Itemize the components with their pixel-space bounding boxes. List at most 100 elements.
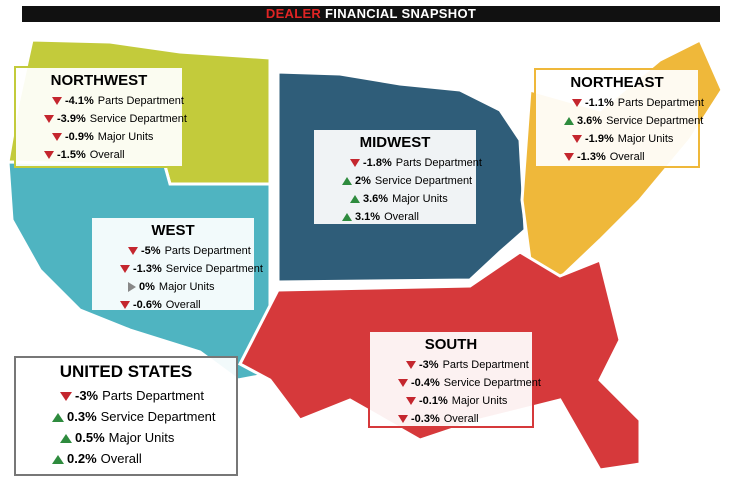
metric-label: Major Units	[392, 193, 448, 205]
change-value: 0.5%	[75, 430, 105, 445]
metric-label: Service Department	[89, 113, 187, 125]
metric-row: -3% Parts Department	[22, 385, 230, 406]
trend-arrow	[406, 361, 416, 370]
trend-arrow	[572, 135, 582, 144]
metric-row: -1.8% Parts Department	[320, 154, 482, 172]
metric-row: -1.9% Major Units	[542, 130, 692, 148]
metric-label: Parts Department	[102, 388, 204, 403]
trend-arrow	[120, 265, 130, 274]
region-box: MIDWEST -1.8% Parts Department 2% Service De…	[312, 128, 482, 226]
region-box: SOUTH -3% Parts Department -0.4% Service Dep…	[368, 330, 541, 428]
metric-label: Overall	[609, 151, 645, 163]
region-name: WEST	[151, 222, 195, 239]
metric-row: -0.1% Major Units	[376, 392, 526, 410]
metric-label: Service Department	[100, 409, 216, 424]
metric-label: Service Department	[374, 175, 473, 187]
trend-arrow	[564, 117, 574, 126]
metric-label: Major Units	[158, 281, 215, 293]
region-name: NORTHWEST	[50, 72, 148, 89]
change-value: -0.3%	[411, 413, 440, 425]
change-value: -1.9%	[585, 133, 614, 145]
change-value: -0.4%	[411, 377, 440, 389]
trend-arrow	[342, 177, 352, 186]
change-value: -0.6%	[133, 299, 162, 311]
metric-row: 0.3% Service Department	[22, 406, 230, 427]
metric-label: Overall	[100, 451, 142, 466]
change-value: -1.3%	[133, 263, 162, 275]
change-value: -3%	[75, 388, 99, 403]
region-name: UNITED STATES	[59, 362, 193, 381]
metric-label: Major Units	[108, 430, 175, 445]
metric-row: -1.1% Parts Department	[542, 94, 704, 112]
metric-row: -1.5% Overall	[22, 146, 176, 164]
metric-row: -3.9% Service Department	[22, 110, 187, 128]
metric-row: -1.3% Service Department	[98, 260, 263, 278]
region-box: WEST -5% Parts Department -1.3% Service Depa…	[90, 216, 263, 314]
region-name: NORTHEAST	[570, 74, 664, 91]
metric-label: Parts Department	[617, 97, 704, 109]
region-box: NORTHEAST -1.1% Parts Department 3.6% Servic…	[534, 68, 704, 168]
change-value: -0.1%	[419, 395, 448, 407]
trend-arrow	[350, 195, 360, 204]
trend-arrow	[406, 397, 416, 406]
metric-label: Parts Department	[164, 245, 251, 257]
metric-row: -1.3% Overall	[542, 148, 692, 166]
metric-row: 3.1% Overall	[320, 208, 470, 226]
trend-arrow	[52, 413, 64, 423]
change-value: 0%	[139, 281, 155, 293]
trend-arrow	[342, 213, 352, 222]
change-value: -1.5%	[57, 149, 86, 161]
metric-row: 3.6% Major Units	[320, 190, 470, 208]
metric-label: Major Units	[617, 133, 674, 145]
change-value: -3%	[419, 359, 439, 371]
trend-arrow	[564, 153, 574, 162]
title-bar: DEALER FINANCIAL SNAPSHOT	[22, 6, 720, 22]
metric-label: Service Department	[443, 377, 541, 389]
metric-label: Major Units	[97, 131, 154, 143]
change-value: -1.8%	[363, 157, 392, 169]
trend-arrow	[398, 415, 408, 424]
trend-arrow	[350, 159, 360, 168]
change-value: 3.6%	[363, 193, 389, 205]
metric-label: Service Department	[165, 263, 263, 275]
metric-label: Overall	[89, 149, 125, 161]
change-value: 2%	[355, 175, 371, 187]
metric-row: -0.6% Overall	[98, 296, 248, 314]
metric-label: Service Department	[606, 115, 704, 127]
metric-label: Parts Department	[442, 359, 529, 371]
metric-row: -4.1% Parts Department	[22, 92, 184, 110]
trend-arrow	[52, 133, 62, 142]
region-name: SOUTH	[424, 336, 478, 353]
metric-row: 2% Service Department	[320, 172, 473, 190]
change-value: 0.2%	[67, 451, 97, 466]
metric-label: Overall	[165, 299, 201, 311]
change-value: 3.1%	[355, 211, 381, 223]
metric-label: Major Units	[451, 395, 508, 407]
metric-label: Overall	[443, 413, 479, 425]
metric-row: 3.6% Service Department	[542, 112, 703, 130]
trend-arrow	[398, 379, 408, 388]
region-name: MIDWEST	[359, 134, 431, 151]
metric-label: Parts Department	[97, 95, 184, 107]
trend-arrow	[60, 392, 72, 402]
trend-arrow	[44, 151, 54, 160]
metric-label: Overall	[384, 211, 419, 223]
trend-arrow	[52, 455, 64, 465]
metric-row: -0.3% Overall	[376, 410, 526, 428]
change-value: 0.3%	[67, 409, 97, 424]
title: FINANCIAL SNAPSHOT	[325, 6, 477, 21]
metric-row: -3% Parts Department	[376, 356, 529, 374]
change-value: -1.1%	[585, 97, 614, 109]
trend-arrow	[44, 115, 54, 124]
region-box: UNITED STATES -3% Parts Department 0.3% Serv…	[14, 356, 238, 476]
change-value: -5%	[141, 245, 161, 257]
metric-label: Parts Department	[395, 157, 482, 169]
trend-arrow	[120, 301, 130, 310]
change-value: -0.9%	[65, 131, 94, 143]
trend-arrow	[572, 99, 582, 108]
trend-arrow	[52, 97, 62, 106]
metric-row: 0% Major Units	[98, 278, 248, 296]
change-value: -3.9%	[57, 113, 86, 125]
region-box: NORTHWEST -4.1% Parts Department -3.9% Servi…	[14, 66, 187, 168]
